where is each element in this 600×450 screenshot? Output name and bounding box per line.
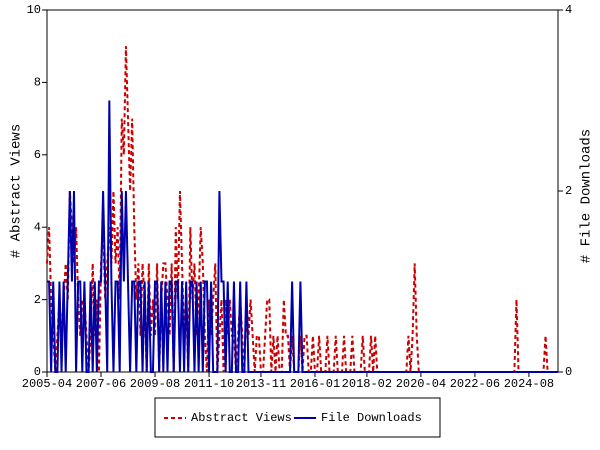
series-line (47, 100, 558, 373)
x-tick-label: 2016-01 (290, 377, 340, 391)
x-tick-label: 2018-02 (342, 377, 392, 391)
x-tick-label: 2011-10 (184, 377, 234, 391)
y-tick-label: 2 (34, 293, 41, 307)
y-tick-label: 6 (34, 148, 41, 162)
y2-axis-title: # File Downloads (579, 129, 595, 263)
x-tick-label: 2024-08 (504, 377, 554, 391)
x-tick-label: 2005-04 (22, 377, 72, 391)
legend-label: Abstract Views (191, 411, 292, 425)
plot-frame (46, 9, 559, 373)
x-tick-label: 2007-06 (76, 377, 126, 391)
y2-tick-label: 4 (565, 3, 572, 17)
y-tick-label: 4 (34, 220, 41, 234)
series-line (46, 46, 558, 373)
y-tick-label: 8 (34, 76, 41, 90)
y-axis-title: # Abstract Views (9, 124, 25, 258)
y-tick-label: 0 (34, 365, 41, 379)
x-tick-label: 2013-11 (236, 377, 286, 391)
y2-tick-label: 0 (565, 365, 572, 379)
legend-label: File Downloads (321, 411, 422, 425)
x-tick-label: 2020-04 (396, 377, 446, 391)
y-tick-label: 10 (27, 3, 41, 17)
x-tick-label: 2022-06 (450, 377, 500, 391)
x-tick-label: 2009-08 (130, 377, 180, 391)
y2-tick-label: 2 (565, 184, 572, 198)
